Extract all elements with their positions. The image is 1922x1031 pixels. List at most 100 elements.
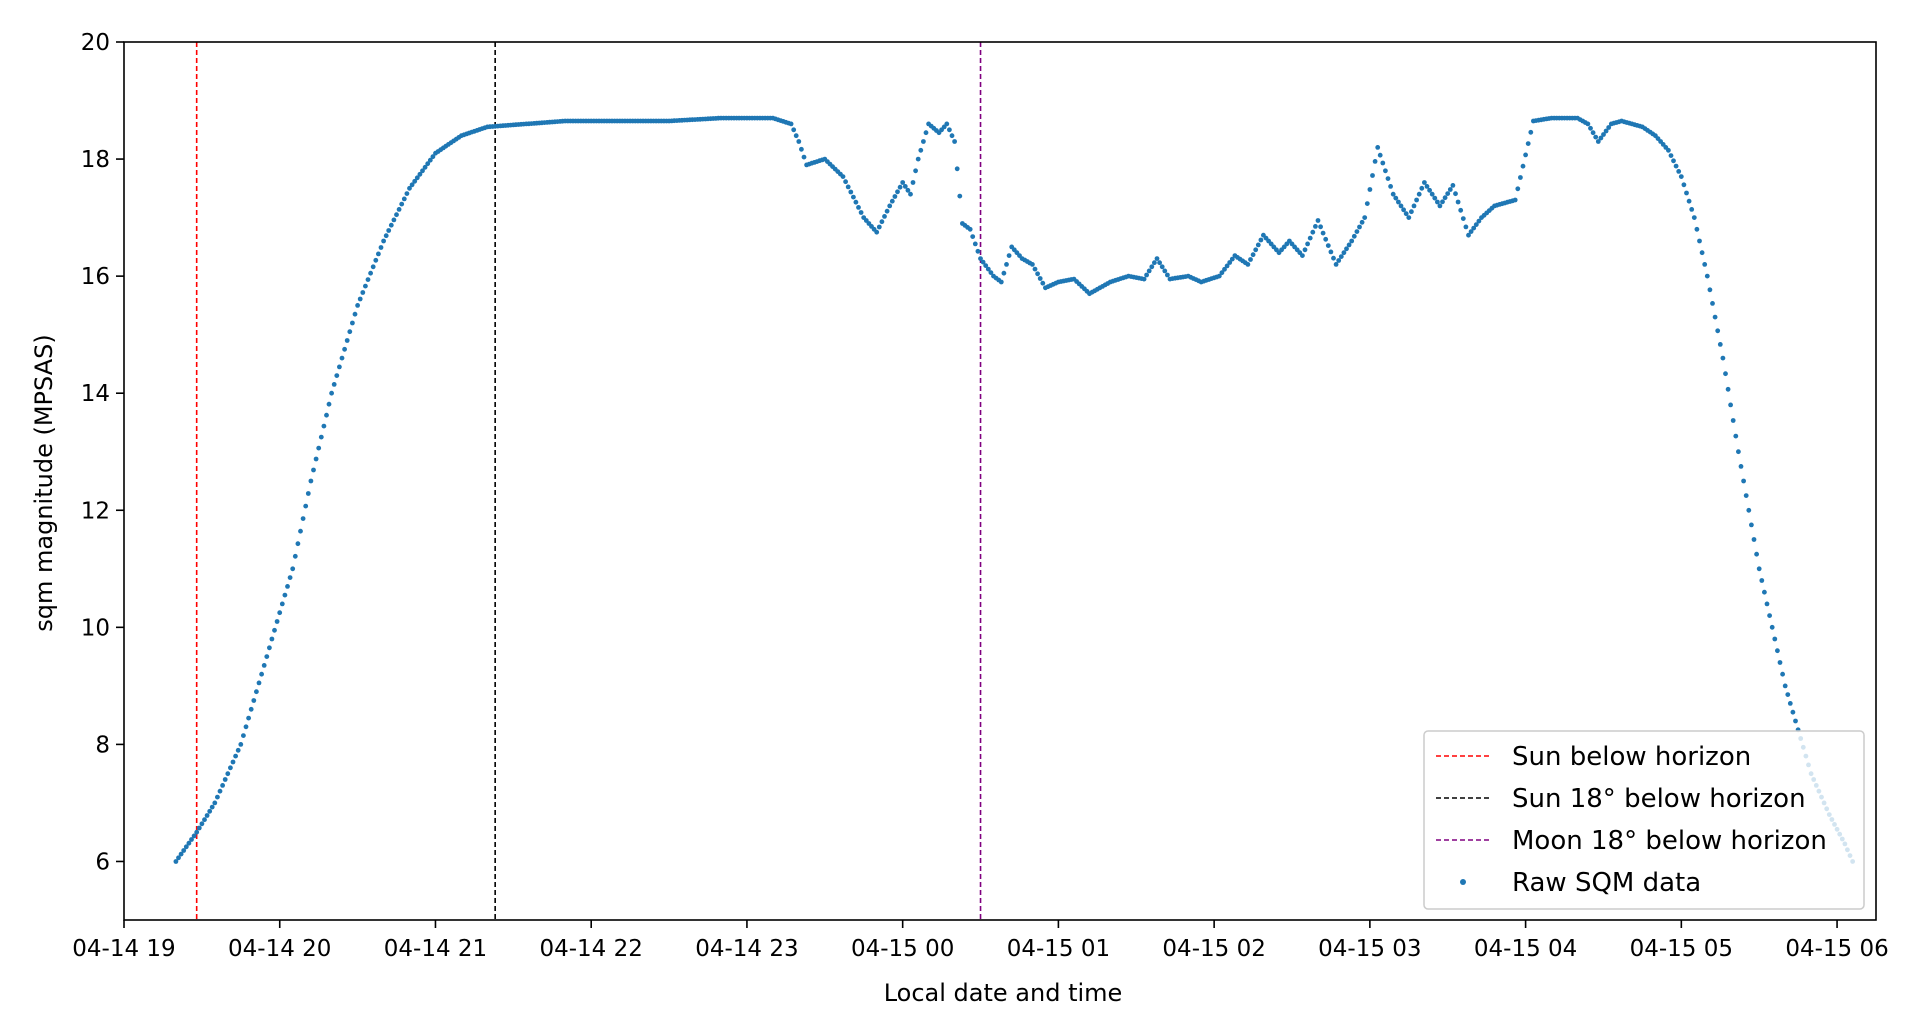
data-point: [347, 329, 353, 335]
data-point: [1141, 276, 1147, 282]
data-point: [876, 224, 882, 230]
data-point: [1712, 314, 1718, 320]
data-point: [1357, 224, 1362, 230]
data-point: [1694, 226, 1700, 232]
data-point: [1351, 233, 1357, 239]
data-point: [1030, 262, 1035, 267]
data-point: [1468, 229, 1474, 235]
data-point: [1476, 218, 1482, 224]
data-point: [1733, 433, 1739, 439]
data-point: [1736, 449, 1741, 455]
data-point: [1453, 191, 1458, 197]
x-tick-label: 04-15 05: [1630, 936, 1733, 962]
data-point: [427, 157, 433, 163]
data-point: [944, 121, 950, 127]
data-point: [259, 671, 264, 677]
data-point: [975, 248, 981, 254]
data-point: [215, 794, 220, 800]
data-point: [1595, 139, 1601, 144]
data-point: [1697, 238, 1702, 244]
data-point: [851, 194, 856, 200]
legend-label: Moon 18° below horizon: [1512, 826, 1827, 856]
data-point: [1224, 263, 1230, 269]
data-point: [1523, 152, 1528, 158]
data-point: [334, 373, 340, 378]
data-point: [1310, 229, 1316, 235]
data-point: [1414, 197, 1419, 203]
data-point: [209, 804, 215, 810]
x-tick-label: 04-14 21: [384, 936, 487, 962]
data-point: [1588, 125, 1593, 131]
data-point: [1427, 187, 1432, 193]
data-point: [1338, 254, 1344, 259]
data-point: [1341, 250, 1347, 256]
data-point: [1678, 174, 1684, 180]
data-point: [952, 139, 957, 144]
data-point: [1006, 253, 1012, 258]
data-point: [874, 229, 880, 235]
data-point: [853, 199, 859, 205]
data-point: [1419, 185, 1425, 191]
data-point: [217, 788, 223, 794]
x-tick-label: 04-15 00: [851, 936, 954, 962]
data-point: [285, 584, 290, 589]
data-point: [1411, 203, 1417, 209]
data-point: [267, 645, 272, 651]
data-point: [222, 777, 228, 782]
data-point: [1515, 186, 1521, 192]
data-point: [248, 706, 254, 712]
data-point: [1689, 207, 1695, 212]
data-point: [1717, 342, 1723, 347]
data-point: [1751, 537, 1757, 542]
data-point: [1375, 145, 1381, 150]
data-point: [386, 228, 392, 233]
data-point: [318, 434, 324, 440]
data-point: [194, 829, 200, 835]
data-point: [1666, 147, 1671, 153]
data-point: [337, 364, 342, 370]
data-point: [1219, 270, 1225, 276]
data-point: [913, 168, 918, 174]
data-point: [1385, 176, 1391, 182]
data-point: [918, 147, 924, 153]
y-tick-label: 12: [81, 498, 110, 524]
data-point: [1764, 601, 1770, 607]
data-point: [840, 174, 846, 180]
data-point: [1777, 660, 1783, 665]
data-point: [1250, 252, 1256, 258]
plot-frame: [123, 41, 1877, 921]
data-point: [295, 541, 301, 547]
data-point: [264, 654, 270, 659]
data-point: [1746, 507, 1752, 513]
data-point: [220, 783, 226, 788]
data-point: [357, 296, 363, 302]
data-point: [1787, 701, 1793, 706]
data-point: [1432, 195, 1438, 201]
y-tick-label: 10: [81, 615, 110, 641]
data-point: [420, 168, 425, 174]
data-point: [1684, 190, 1689, 196]
y-tick-label: 14: [81, 381, 110, 407]
data-point: [988, 270, 994, 275]
data-point: [1227, 260, 1233, 265]
data-point: [1325, 243, 1331, 249]
y-axis-title: sqm magnitude (MPSAS): [30, 334, 58, 631]
data-point: [1466, 232, 1471, 238]
data-point: [425, 161, 431, 167]
data-point: [1001, 270, 1007, 276]
data-point: [256, 680, 262, 686]
legend-label: Sun below horizon: [1512, 742, 1751, 772]
data-point: [287, 575, 293, 580]
y-tick-label: 16: [81, 264, 110, 290]
data-point: [1442, 195, 1448, 201]
data-point: [243, 724, 249, 730]
data-point: [1216, 273, 1222, 279]
data-point: [1004, 262, 1009, 267]
data-point: [430, 154, 436, 160]
data-point: [311, 467, 316, 473]
data-point: [1435, 199, 1440, 205]
data-point: [843, 179, 848, 185]
data-point: [985, 266, 991, 272]
data-point: [1681, 182, 1687, 188]
